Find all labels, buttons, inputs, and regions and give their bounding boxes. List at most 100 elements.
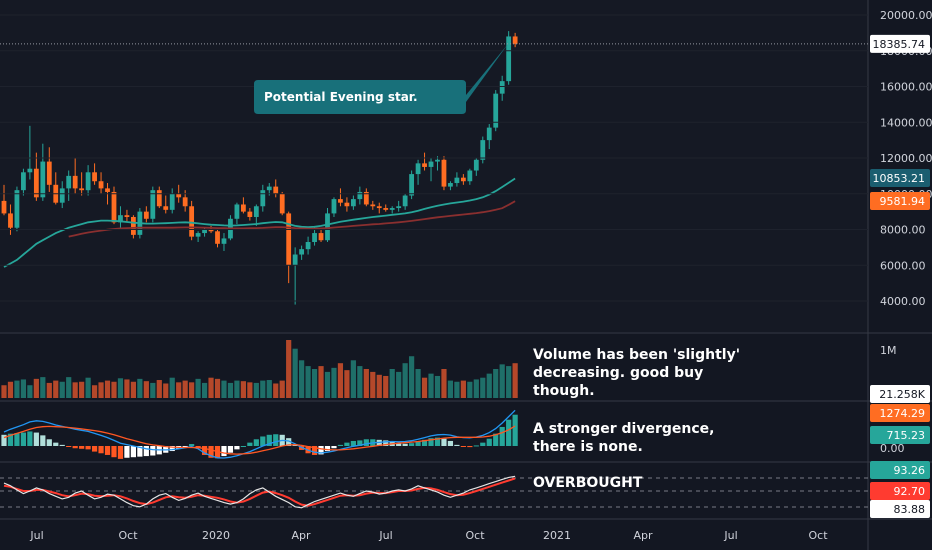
volume-bar xyxy=(454,381,460,398)
ma-fast-badge: 10853.21 xyxy=(873,172,926,185)
candle-body xyxy=(8,213,13,228)
volume-bar xyxy=(214,378,221,398)
volume-bar xyxy=(467,381,473,398)
volume-bar xyxy=(14,380,20,398)
macd-histogram-bar xyxy=(409,443,415,446)
candle-body xyxy=(422,163,427,167)
time-tick-label: Jul xyxy=(378,529,392,542)
candle-body xyxy=(512,36,518,44)
candle-body xyxy=(260,190,266,207)
price-tick-label: 4000.00 xyxy=(880,295,926,308)
candle-body xyxy=(111,191,117,223)
macd-histogram-bar xyxy=(20,432,27,446)
macd-pane xyxy=(0,402,868,461)
price-tick-label: 14000.00 xyxy=(880,116,932,129)
candle-body xyxy=(467,170,473,182)
candle-body xyxy=(506,36,512,82)
macd-histogram-bar xyxy=(402,443,408,446)
price-tick-label: 8000.00 xyxy=(880,224,926,237)
candle-body xyxy=(473,159,479,171)
candle-body xyxy=(40,161,46,198)
candle-body xyxy=(66,175,72,189)
macd-histogram-bar xyxy=(208,446,214,458)
macd-histogram-bar xyxy=(363,439,369,446)
volume-bar xyxy=(143,381,149,398)
ma-fast-badge-bg xyxy=(870,169,930,187)
volume-bar xyxy=(227,382,234,398)
volume-note-line-3: though. xyxy=(533,383,595,399)
macd-histogram-bar xyxy=(66,446,72,447)
volume-bar xyxy=(383,375,389,398)
macd-histogram-bar xyxy=(512,414,518,446)
volume-bar xyxy=(421,377,428,398)
candle-body xyxy=(46,161,52,185)
candle-body xyxy=(79,188,85,191)
time-tick-label: Jul xyxy=(29,529,43,542)
volume-bar xyxy=(311,369,318,398)
rsi-badge-3-bg xyxy=(870,500,930,518)
time-tick-label: 2021 xyxy=(543,529,571,542)
macd-histogram-bar xyxy=(493,433,499,446)
macd-histogram-bar xyxy=(441,438,447,446)
candle-body xyxy=(189,206,195,237)
ma-slow-badge-bg xyxy=(870,192,930,210)
volume-bar xyxy=(324,371,331,398)
candle-body xyxy=(105,188,110,192)
macd-histogram-bar xyxy=(111,446,117,458)
macd-histogram-bar xyxy=(14,433,20,446)
time-tick-label: Jul xyxy=(723,529,737,542)
volume-bar xyxy=(53,380,59,398)
volume-bar xyxy=(486,373,492,398)
callout-bubble xyxy=(254,44,508,114)
evening-star-callout[interactable]: Potential Evening star. xyxy=(254,44,508,114)
volume-bar xyxy=(402,363,408,398)
volume-bar xyxy=(195,378,201,398)
volume-bar xyxy=(189,382,195,398)
volume-bar xyxy=(460,380,466,398)
candle-body xyxy=(279,193,285,214)
volume-bar xyxy=(27,385,33,398)
price-tick-label: 12000.00 xyxy=(880,152,932,165)
volume-bar xyxy=(499,364,505,398)
macd-histogram-bar xyxy=(91,446,98,452)
volume-bar xyxy=(163,383,169,398)
macd-histogram-bar xyxy=(40,435,46,446)
macd-histogram-bar xyxy=(260,436,266,446)
volume-bar xyxy=(104,380,111,398)
volume-bar xyxy=(299,360,305,398)
volume-bar xyxy=(1,385,7,398)
volume-bar xyxy=(124,379,130,398)
candle-body xyxy=(176,193,182,198)
volume-bar xyxy=(337,363,344,398)
candle-body xyxy=(299,249,305,255)
macd-histogram-bar xyxy=(324,446,331,452)
volume-bar xyxy=(98,382,104,398)
candle-body xyxy=(27,168,33,173)
candle-body xyxy=(169,193,175,210)
candle-body xyxy=(409,174,415,196)
candle-body xyxy=(331,199,337,214)
candle-body xyxy=(221,238,227,244)
volume-bar xyxy=(318,366,324,398)
candle-body xyxy=(195,233,201,237)
price-tick-label: 16000.00 xyxy=(880,81,932,94)
signal-badge-bg xyxy=(870,426,930,444)
macd-histogram-bar xyxy=(46,439,52,446)
volume-bar xyxy=(273,383,279,398)
volume-bar xyxy=(253,382,259,398)
macd-histogram-bar xyxy=(124,446,130,458)
volume-bar xyxy=(20,379,27,398)
volume-bar xyxy=(344,370,350,398)
time-tick-label: 2020 xyxy=(202,529,230,542)
callout-text: Potential Evening star. xyxy=(264,90,418,104)
rsi-badge-3: 83.88 xyxy=(894,503,926,516)
time-tick-label: Apr xyxy=(633,529,653,542)
rsi-slow-line xyxy=(3,477,516,507)
volume-bar xyxy=(59,381,65,398)
volume-bar xyxy=(363,369,369,398)
macd-histogram-bar xyxy=(247,442,253,446)
candle-body xyxy=(143,211,149,219)
macd-note-line-2: there is none. xyxy=(533,439,643,455)
macd-histogram-bar xyxy=(421,439,428,446)
